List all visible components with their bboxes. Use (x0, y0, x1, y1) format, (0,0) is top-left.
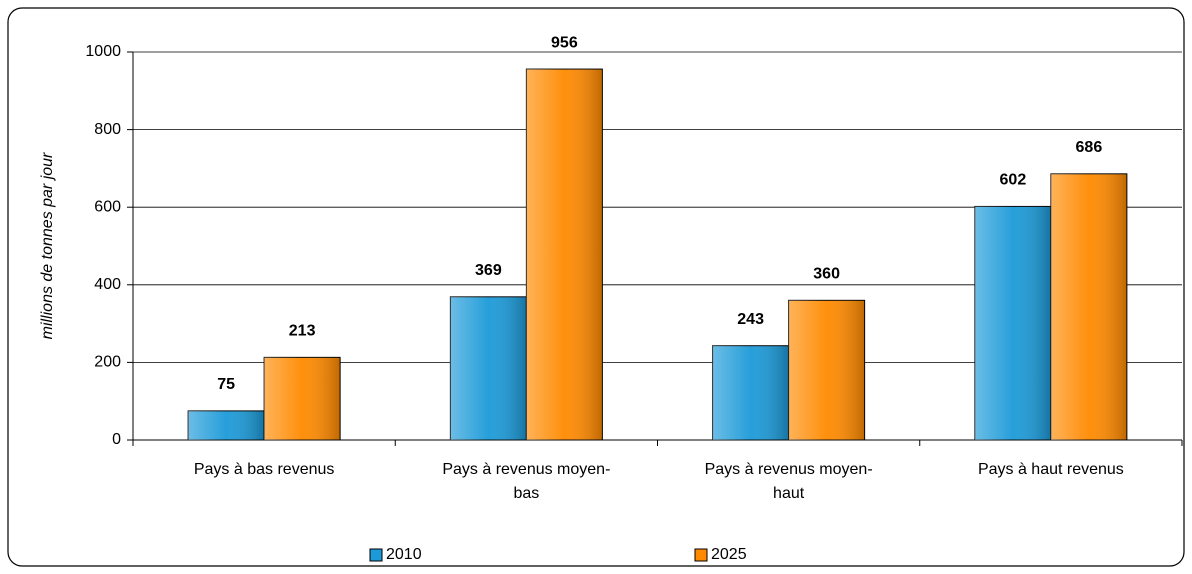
value-label: 602 (1000, 172, 1027, 189)
x-tick-label: Pays à bas revenus (193, 461, 335, 478)
x-tick-label: Pays à revenus moyen-bas (442, 461, 611, 502)
y-axis-label: millions de tonnes par jour (39, 152, 56, 339)
x-tick-label: Pays à revenus moyen-haut (704, 461, 873, 502)
value-label: 243 (737, 311, 764, 328)
frame (7, 7, 1185, 567)
bar-shade (450, 296, 527, 440)
legend-swatch (369, 548, 383, 562)
y-tick-label: 400 (94, 276, 121, 293)
y-tick-label: 1000 (85, 43, 121, 60)
value-label: 213 (289, 323, 316, 340)
value-label: 360 (813, 266, 840, 283)
legend-swatch (694, 548, 708, 562)
legend-label: 2010 (386, 546, 422, 563)
bar-shade (526, 69, 603, 441)
value-label: 686 (1076, 139, 1103, 156)
bar-shade (264, 357, 341, 440)
bar-shade (974, 206, 1051, 440)
y-tick-label: 800 (94, 121, 121, 138)
x-tick-label: Pays à haut revenus (977, 461, 1124, 478)
value-label: 956 (551, 34, 578, 51)
y-tick-label: 200 (94, 354, 121, 371)
legend-label: 2025 (711, 546, 747, 563)
bar-shade (712, 345, 789, 440)
bar-shade (1050, 173, 1127, 440)
y-tick-label: 600 (94, 198, 121, 215)
bar-shade (188, 410, 265, 440)
bar-shade (788, 300, 865, 440)
value-label: 369 (475, 262, 502, 279)
y-tick-label: 0 (112, 431, 121, 448)
value-label: 75 (217, 376, 235, 393)
